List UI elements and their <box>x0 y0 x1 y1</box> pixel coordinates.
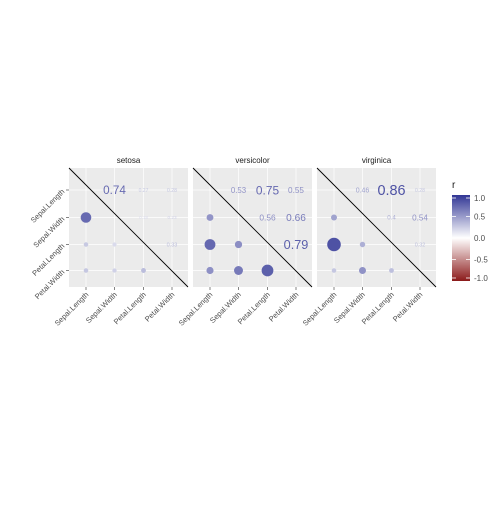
correlation-circle <box>331 214 337 221</box>
legend-tick-label: 1.0 <box>474 194 486 203</box>
x-tick-label: Petal.Width <box>267 290 300 323</box>
correlation-label: 0.55 <box>288 186 304 195</box>
correlation-circle <box>83 242 89 247</box>
correlation-label: 0.79 <box>284 238 309 252</box>
legend-title: r <box>452 180 456 191</box>
x-tick-label: Sepal.Length <box>301 290 339 328</box>
correlation-circle <box>234 266 243 275</box>
correlation-label: 0.53 <box>231 186 247 195</box>
x-tick-label: Petal.Width <box>391 290 424 323</box>
diagonal-line <box>68 167 189 288</box>
correlation-circle <box>141 268 146 273</box>
correlation-label: 0.23 <box>167 215 177 220</box>
correlation-label: 0.32 <box>415 242 426 248</box>
x-tick-label: Petal.Width <box>143 290 176 323</box>
correlation-circle <box>204 239 216 250</box>
y-axis: Sepal.LengthSepal.WidthPetal.LengthPetal… <box>29 187 69 301</box>
correlation-label: 0.28 <box>167 188 177 194</box>
x-tick-label: Sepal.Length <box>177 290 215 328</box>
correlation-circle <box>112 268 117 273</box>
correlation-label: 0.33 <box>167 242 178 248</box>
panel-versicolor: versicolor 0.53 0.75 0.55 0.56 0.66 0.79 Sepal.… <box>177 156 313 328</box>
diagonal-line <box>192 167 313 288</box>
correlation-circle <box>112 242 117 247</box>
legend-tick-label: 0.5 <box>474 213 486 222</box>
correlation-circle <box>359 241 366 248</box>
correlation-circle <box>327 237 341 252</box>
correlation-circle <box>359 267 366 274</box>
correlation-label: 0.75 <box>256 183 280 197</box>
panel-strip-title: virginica <box>362 156 392 165</box>
correlation-circle <box>331 268 337 273</box>
panel-strip-title: setosa <box>117 156 141 165</box>
correlation-label: 0.54 <box>412 213 428 222</box>
correlation-label: 0.27 <box>139 188 149 194</box>
correlation-label: 0.66 <box>286 213 306 224</box>
x-tick-label: Sepal.Length <box>53 290 91 328</box>
legend-colorbar <box>452 195 470 281</box>
correlation-label: 0.4 <box>387 215 396 222</box>
correlation-label: 0.74 <box>103 184 126 197</box>
correlation-circle <box>261 264 274 277</box>
correlation-label: 0.28 <box>415 188 425 194</box>
correlation-label: 0.86 <box>377 183 405 199</box>
color-legend: r 1.0 0.5 0.0 -0.5 -1.0 <box>452 180 488 283</box>
correlation-circle <box>206 214 214 221</box>
panel-strip-title: versicolor <box>235 156 270 165</box>
panel-virginica: virginica 0.46 0.86 0.28 0.4 0.54 0.32 Sepal.Le… <box>301 156 437 328</box>
correlation-label: 0.56 <box>259 213 276 223</box>
panel-setosa: setosa 0.74 0.27 0.28 0.18 0.23 0.33 Sepal.Leng… <box>53 156 189 328</box>
correlation-circle <box>234 240 243 249</box>
legend-tick-label: -0.5 <box>474 256 488 265</box>
facet-panels: setosa 0.74 0.27 0.28 0.18 0.23 0.33 Sepal.Leng… <box>29 156 437 328</box>
correlation-label: 0.46 <box>356 188 370 195</box>
legend-tick-label: -1.0 <box>474 274 488 283</box>
diagonal-line <box>316 167 437 288</box>
correlation-circle <box>389 268 394 273</box>
correlation-label: 0.18 <box>139 215 148 220</box>
correlation-circle <box>83 268 89 273</box>
legend-tick-label: 0.0 <box>474 234 486 243</box>
correlation-circle <box>206 266 214 275</box>
correlation-circle <box>80 212 92 223</box>
